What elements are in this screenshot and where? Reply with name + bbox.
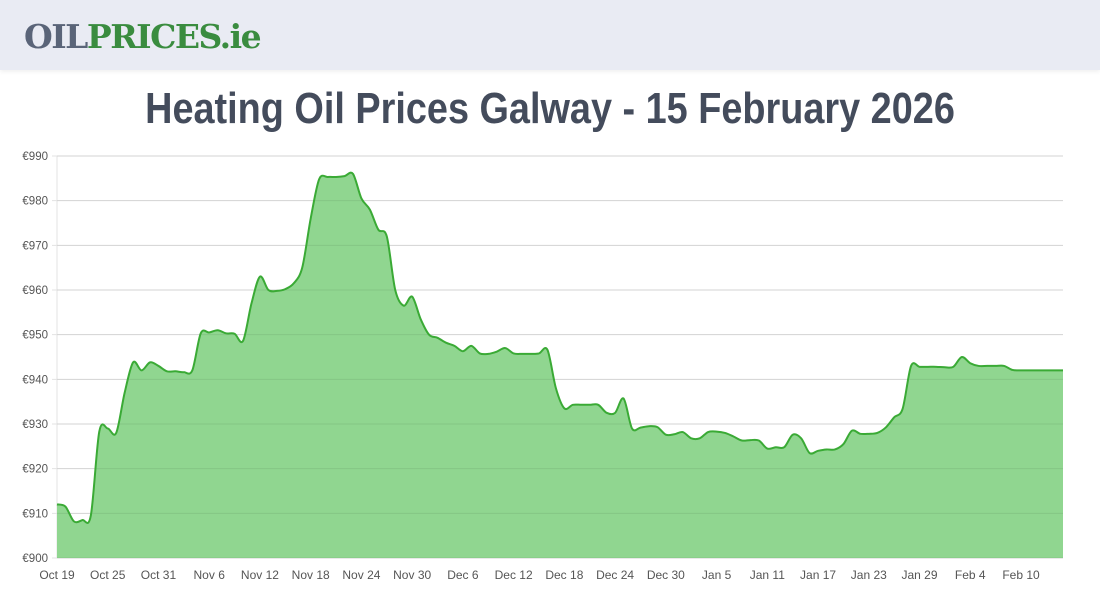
- x-tick-label: Nov 6: [194, 568, 226, 582]
- x-tick-label: Oct 25: [90, 568, 126, 582]
- logo-oil-text: OIL: [24, 17, 88, 56]
- y-tick-label: €960: [22, 285, 48, 297]
- x-tick-label: Nov 12: [241, 568, 279, 582]
- x-tick-label: Jan 17: [800, 568, 836, 582]
- y-tick-label: €950: [22, 330, 48, 342]
- x-tick-label: Jan 11: [750, 568, 785, 582]
- gridline-overlay: [57, 155, 1063, 559]
- y-tick-label: €930: [22, 419, 48, 431]
- x-tick-label: Dec 6: [447, 568, 479, 582]
- x-tick-label: Dec 18: [545, 568, 583, 582]
- x-axis: Oct 19 Oct 25 Oct 31 Nov 6 Nov 12 Nov 18 Nov 2…: [39, 568, 1040, 582]
- x-tick-label: Dec 24: [596, 568, 634, 582]
- x-tick-label: Feb 10: [1002, 568, 1040, 582]
- logo-prices-text: PRICES.ie: [86, 17, 262, 56]
- x-tick-label: Nov 18: [292, 568, 330, 582]
- y-tick-label: €970: [22, 240, 48, 252]
- price-line: [56, 171, 1063, 524]
- y-tick-label: €990: [22, 151, 48, 163]
- x-tick-label: Jan 29: [902, 568, 938, 582]
- page-title: Heating Oil Prices Galway - 15 February …: [145, 84, 955, 133]
- x-tick-label: Dec 30: [647, 568, 685, 582]
- y-tick-label: €980: [22, 196, 48, 208]
- x-tick-label: Oct 19: [39, 568, 75, 582]
- y-axis: €900 €910 €920 €930 €940 €950 €960 €970 €980 €990: [22, 151, 48, 565]
- x-tick-label: Feb 4: [955, 568, 986, 582]
- site-header: OILPRICES.ie: [0, 0, 1100, 70]
- x-tick-label: Nov 30: [393, 568, 431, 582]
- price-area-fill: [57, 172, 1063, 558]
- y-tick-label: €920: [22, 464, 48, 476]
- x-tick-label: Dec 12: [495, 568, 533, 582]
- y-tick-label: €940: [22, 374, 48, 386]
- site-logo[interactable]: OILPRICES.ie: [24, 17, 262, 57]
- x-tick-label: Jan 23: [851, 568, 887, 582]
- y-tick-label: €900: [22, 553, 48, 565]
- x-tick-label: Nov 24: [342, 568, 380, 582]
- x-tick-label: Jan 5: [702, 568, 732, 582]
- y-tick-label: €910: [22, 508, 48, 520]
- x-tick-label: Oct 31: [141, 568, 177, 582]
